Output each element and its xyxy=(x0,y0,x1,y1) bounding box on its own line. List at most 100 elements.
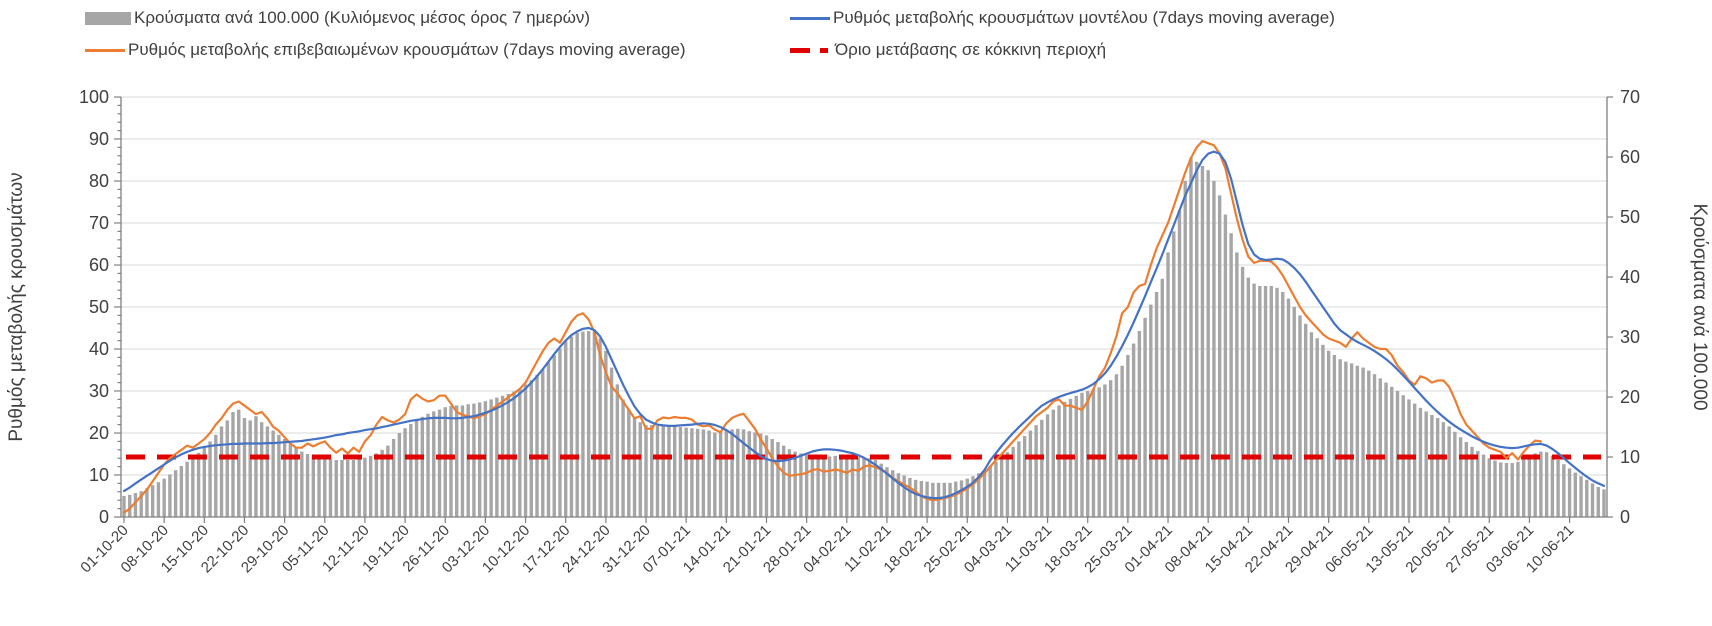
left-axis-tick-label: 10 xyxy=(89,465,109,485)
bar xyxy=(908,478,912,517)
bar xyxy=(1338,359,1342,517)
left-axis-tick-label: 30 xyxy=(89,381,109,401)
bar xyxy=(150,485,155,517)
bar xyxy=(1057,405,1061,517)
bar xyxy=(632,418,637,517)
right-axis-tick-label: 30 xyxy=(1620,327,1640,347)
bar xyxy=(954,481,958,517)
bar xyxy=(1120,365,1124,517)
bar xyxy=(604,350,608,517)
bar xyxy=(1602,489,1606,517)
legend-label-confirmed-line: Ρυθμός μεταβολής επιβεβαιωμένων κρουσμάτ… xyxy=(128,40,686,59)
bar xyxy=(271,430,275,517)
bar xyxy=(145,488,149,517)
legend-item-red-threshold: Όριο μετάβασης σε κόκκινη περιοχή xyxy=(790,40,1106,60)
bar xyxy=(1579,476,1583,517)
left-axis-tick-label: 20 xyxy=(89,423,109,443)
bar xyxy=(564,341,568,517)
right-axis-tick-label: 70 xyxy=(1620,87,1640,107)
bar xyxy=(1321,344,1325,517)
bar xyxy=(1258,286,1262,517)
bar xyxy=(1418,407,1423,517)
bar xyxy=(409,424,413,517)
bar xyxy=(862,457,866,517)
bar xyxy=(971,476,975,517)
right-axis-tick-label: 50 xyxy=(1620,207,1640,227)
bar xyxy=(1206,170,1210,517)
threshold-legend-swatch xyxy=(790,47,832,53)
bar xyxy=(1550,455,1555,517)
bar xyxy=(179,466,184,517)
bar xyxy=(374,453,379,517)
bar xyxy=(1493,460,1497,517)
bar xyxy=(426,413,430,517)
bar xyxy=(1441,422,1446,517)
bar xyxy=(650,425,654,517)
bar xyxy=(1424,411,1428,517)
bar xyxy=(1131,343,1136,517)
bar xyxy=(1510,463,1514,517)
bar xyxy=(1544,452,1549,517)
left-axis-tick-label: 70 xyxy=(89,213,109,233)
bar xyxy=(1315,338,1319,517)
bar xyxy=(575,332,579,517)
bar xyxy=(781,445,786,517)
bar xyxy=(368,455,373,517)
bar xyxy=(466,404,470,517)
bar xyxy=(873,460,878,517)
bar xyxy=(386,445,390,517)
legend-item-cases-bars: Κρούσματα ανά 100.000 (Κυλιόμενος μέσος … xyxy=(85,8,590,28)
bar xyxy=(317,457,321,517)
bar xyxy=(1521,458,1526,517)
bar xyxy=(713,432,717,517)
legend-item-confirmed-line: Ρυθμός μεταβολής επιβεβαιωμένων κρουσμάτ… xyxy=(85,40,686,60)
bar xyxy=(173,470,178,517)
bar xyxy=(1499,462,1503,517)
bar xyxy=(1378,378,1382,517)
bar xyxy=(237,409,241,517)
bar xyxy=(1372,374,1377,517)
bar xyxy=(581,331,585,517)
bar xyxy=(1453,431,1457,517)
bar xyxy=(977,473,981,517)
bar xyxy=(294,447,298,517)
left-axis-tick-label: 50 xyxy=(89,297,109,317)
bar xyxy=(1045,414,1050,517)
bar xyxy=(1200,166,1205,517)
bar xyxy=(753,432,757,517)
bar xyxy=(1028,430,1033,517)
bar xyxy=(856,457,860,517)
bar xyxy=(477,402,482,517)
bar xyxy=(346,460,350,517)
bar xyxy=(804,454,809,517)
bar xyxy=(839,455,843,517)
left-axis-tick-label: 60 xyxy=(89,255,109,275)
bar xyxy=(994,461,998,517)
bar xyxy=(707,430,711,517)
bar xyxy=(661,425,665,517)
bar xyxy=(827,456,832,517)
bar xyxy=(1585,479,1589,517)
bar xyxy=(988,466,992,517)
bar xyxy=(162,478,166,517)
bar xyxy=(1263,286,1268,517)
bar xyxy=(959,480,964,517)
bar xyxy=(1229,233,1233,517)
bar xyxy=(300,451,304,517)
bar xyxy=(311,455,316,517)
bar xyxy=(403,428,407,517)
bar xyxy=(139,491,143,517)
bar xyxy=(1281,292,1285,517)
bar xyxy=(472,403,476,517)
bar xyxy=(592,332,597,517)
legend-label-cases-bars: Κρούσματα ανά 100.000 (Κυλιόμενος μέσος … xyxy=(134,8,591,27)
bar xyxy=(128,494,132,517)
bar xyxy=(1074,395,1078,517)
bar xyxy=(288,443,293,517)
bar xyxy=(225,420,229,517)
bar xyxy=(627,409,631,517)
bar xyxy=(913,479,918,517)
legend-item-model-line: Ρυθμός μεταβολής κρουσμάτων μοντέλου (7d… xyxy=(790,8,1335,28)
bar xyxy=(1286,298,1291,517)
